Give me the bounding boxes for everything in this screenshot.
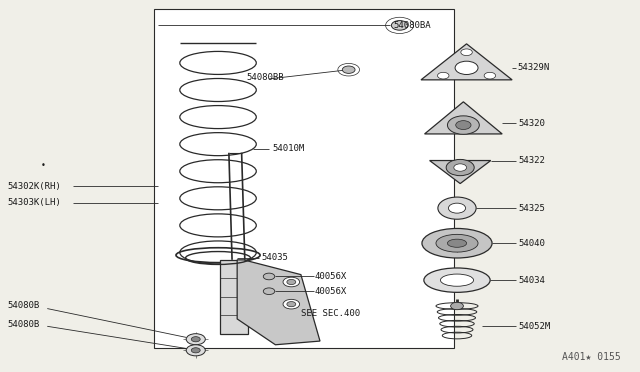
Text: 40056X: 40056X — [315, 287, 347, 296]
Text: 54302K(RH): 54302K(RH) — [8, 182, 61, 190]
Circle shape — [191, 348, 200, 353]
Circle shape — [287, 279, 296, 285]
Circle shape — [451, 302, 463, 310]
Circle shape — [263, 273, 275, 280]
Circle shape — [438, 72, 449, 79]
Text: 54325: 54325 — [518, 203, 545, 213]
Ellipse shape — [436, 234, 478, 252]
Text: 54052M: 54052M — [518, 322, 550, 331]
Text: •: • — [40, 161, 45, 170]
Text: 54080BA: 54080BA — [394, 21, 431, 30]
Circle shape — [456, 121, 471, 129]
Text: 54329N: 54329N — [518, 63, 550, 72]
Text: 54010M: 54010M — [272, 144, 305, 153]
Text: 54035: 54035 — [261, 253, 288, 262]
Circle shape — [186, 345, 205, 356]
Circle shape — [392, 20, 408, 30]
Ellipse shape — [440, 274, 474, 286]
Ellipse shape — [422, 228, 492, 258]
Circle shape — [287, 302, 296, 307]
Polygon shape — [421, 44, 512, 80]
Polygon shape — [237, 260, 320, 345]
Text: A401★ 0155: A401★ 0155 — [562, 352, 621, 362]
Circle shape — [342, 66, 355, 73]
FancyBboxPatch shape — [220, 260, 248, 334]
Text: SEE SEC.400: SEE SEC.400 — [301, 309, 360, 318]
Circle shape — [283, 277, 300, 287]
Circle shape — [283, 299, 300, 309]
Circle shape — [454, 164, 467, 171]
Text: 54040: 54040 — [518, 239, 545, 248]
Text: 54080B: 54080B — [8, 320, 40, 329]
Circle shape — [446, 160, 474, 176]
Ellipse shape — [424, 268, 490, 292]
Polygon shape — [424, 102, 502, 134]
Text: 54034: 54034 — [518, 276, 545, 285]
Text: 54320: 54320 — [518, 119, 545, 128]
Circle shape — [484, 72, 495, 79]
Text: 54080B: 54080B — [8, 301, 40, 311]
Ellipse shape — [447, 239, 467, 247]
Circle shape — [263, 288, 275, 295]
Text: 40056X: 40056X — [315, 272, 347, 281]
Text: 54322: 54322 — [518, 156, 545, 165]
Circle shape — [447, 116, 479, 134]
Circle shape — [191, 337, 200, 342]
Circle shape — [438, 197, 476, 219]
Text: 54080BB: 54080BB — [246, 73, 284, 81]
Circle shape — [186, 334, 205, 345]
Circle shape — [449, 203, 466, 213]
Polygon shape — [429, 161, 491, 183]
Text: 54303K(LH): 54303K(LH) — [8, 198, 61, 207]
FancyBboxPatch shape — [154, 9, 454, 349]
Circle shape — [455, 61, 478, 74]
Circle shape — [461, 49, 472, 55]
